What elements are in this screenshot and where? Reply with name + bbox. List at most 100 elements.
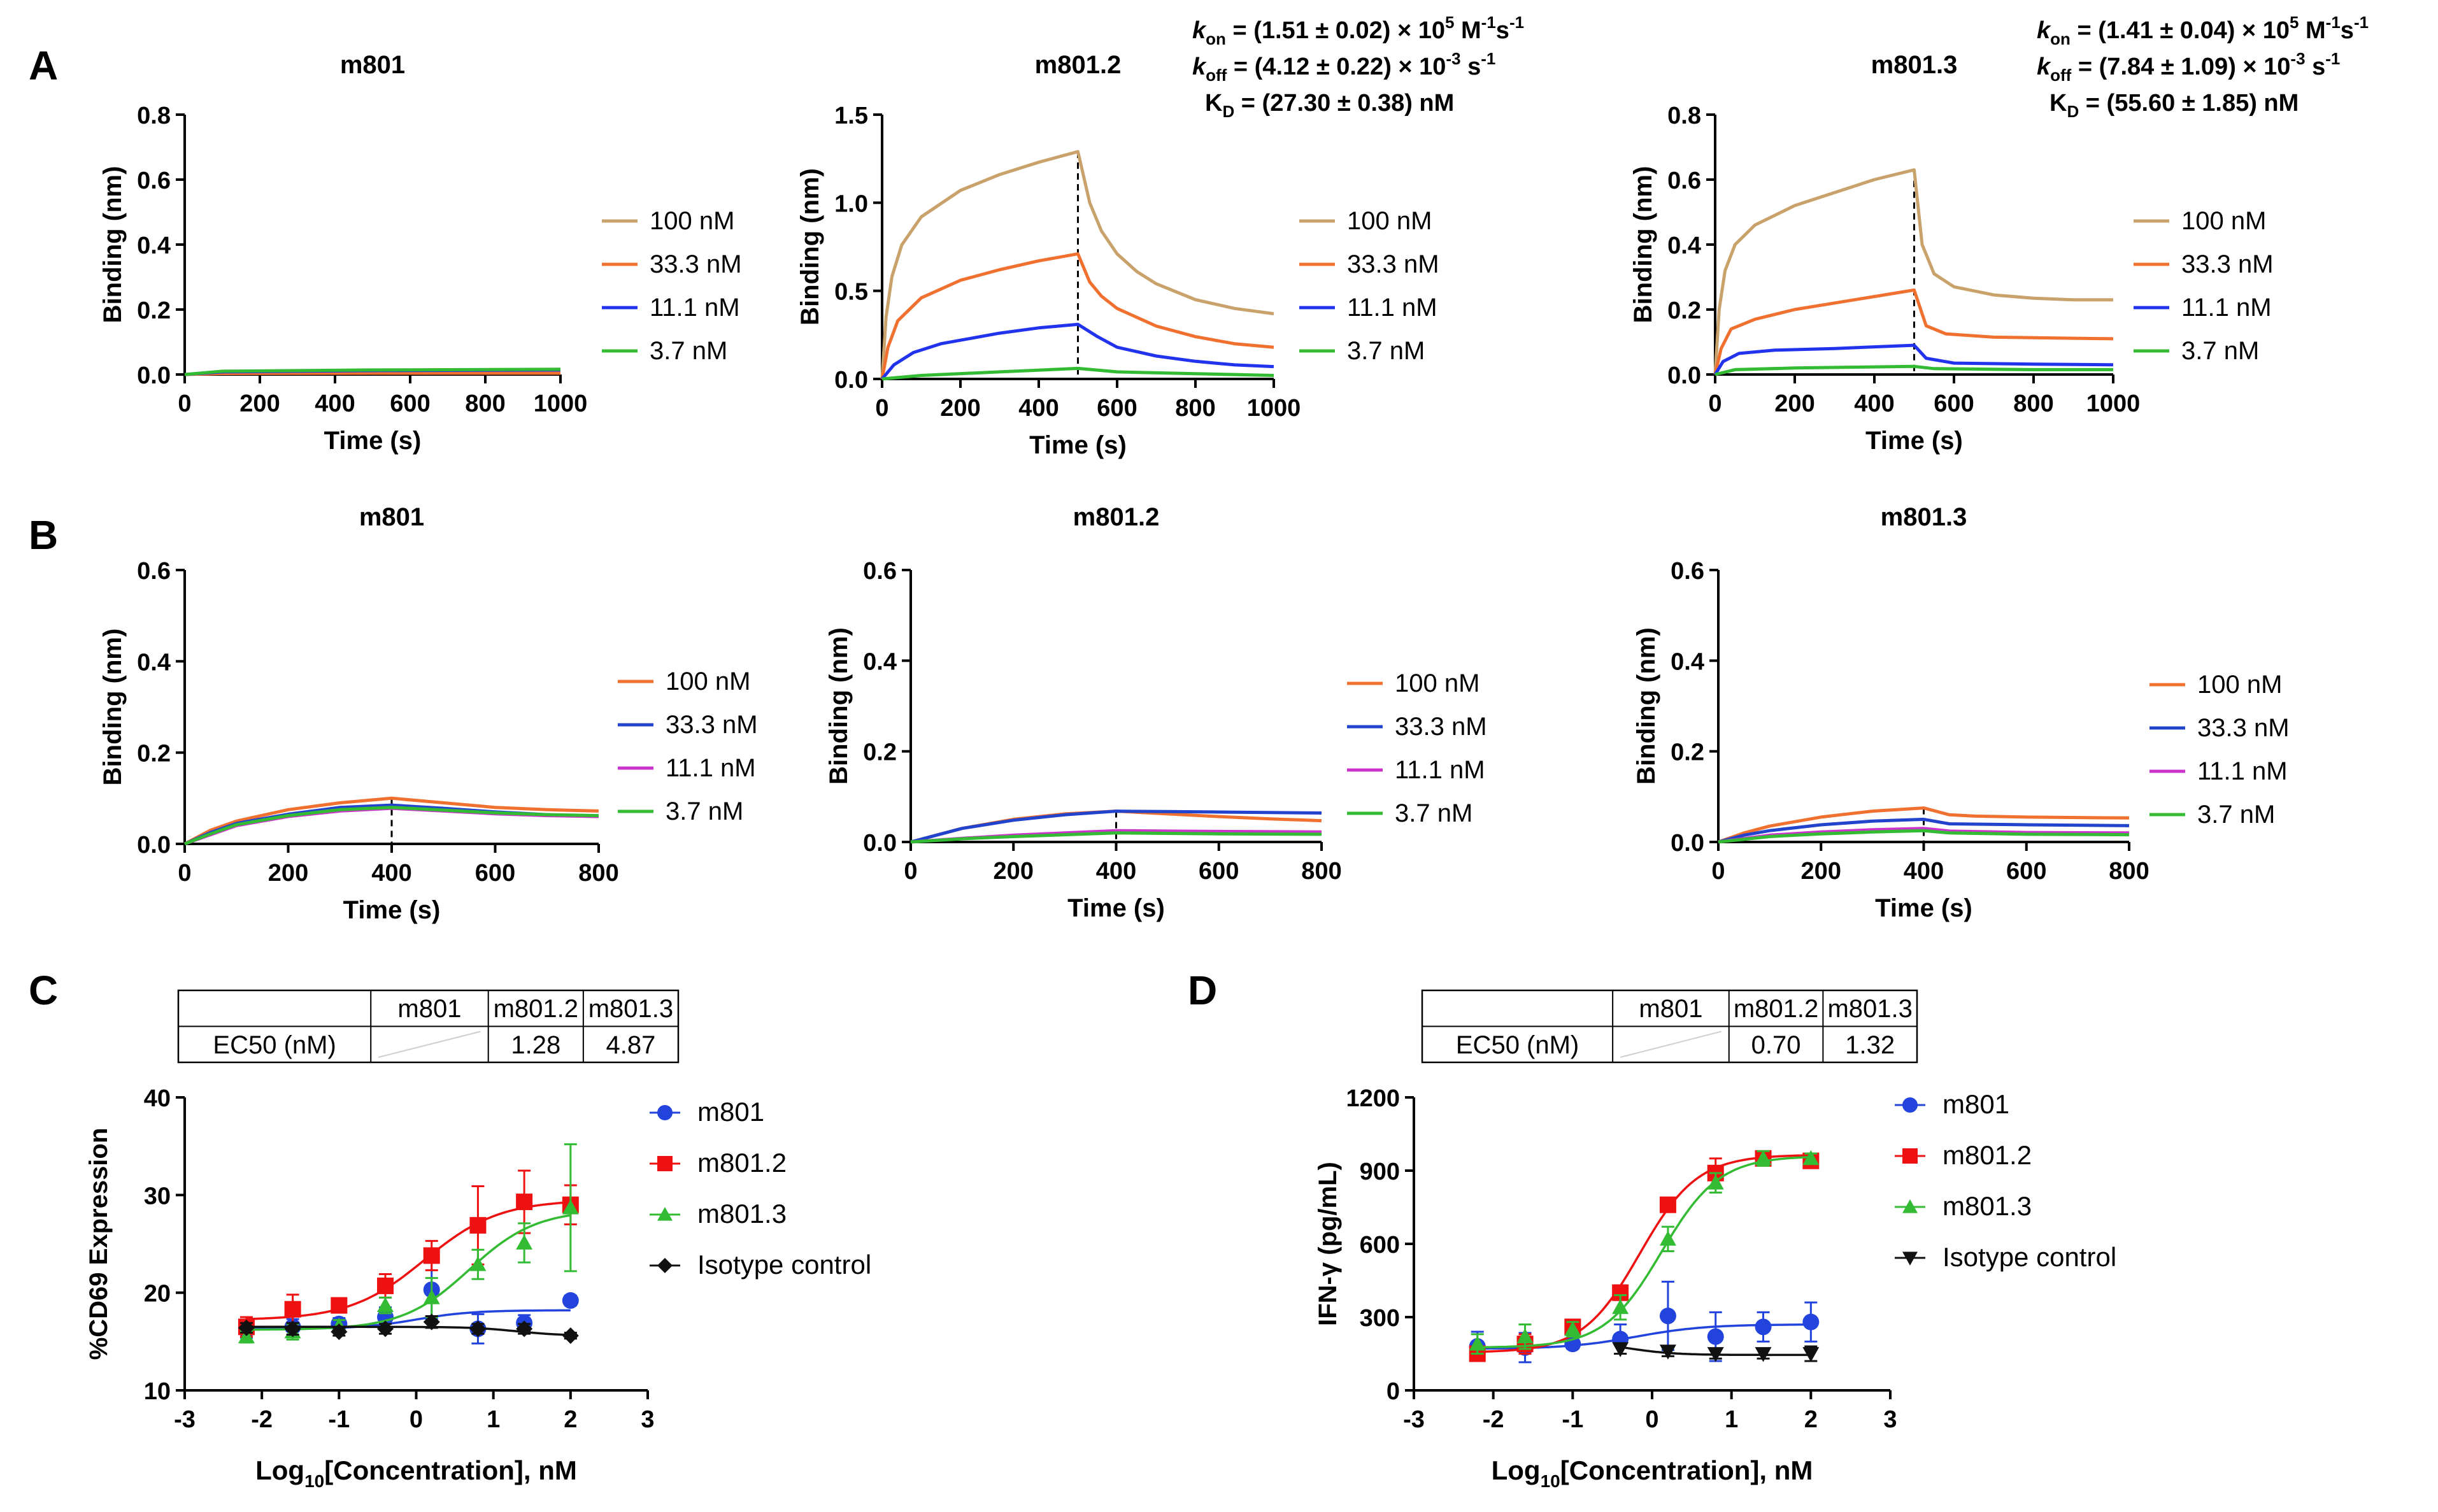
ec50-value: 0.70	[1751, 1031, 1801, 1059]
legend-label: 11.1 nM	[650, 294, 740, 322]
data-point	[1564, 1321, 1581, 1336]
x-tick-label: 800	[578, 860, 618, 887]
legend-label: 33.3 nM	[1347, 250, 1439, 278]
y-axis-label: Binding (nm)	[99, 166, 127, 324]
legend-label: 33.3 nM	[2197, 714, 2290, 742]
legend-label: 11.1 nM	[1347, 294, 1437, 322]
legend-marker	[657, 1207, 673, 1221]
k-value: = (1.51 ± 0.02) × 10	[1226, 17, 1445, 44]
data-point	[284, 1301, 301, 1318]
y-tick-label: 0.2	[863, 739, 897, 766]
y-tick-label: 0.4	[1671, 648, 1704, 675]
k-subscript: off	[1206, 66, 1227, 85]
x-tick-label: 400	[315, 390, 355, 417]
data-point	[1802, 1313, 1820, 1330]
legend-label: m801.2	[1943, 1140, 2032, 1170]
legend-marker	[657, 1258, 673, 1273]
k-subscript: on	[1206, 29, 1226, 48]
y-tick-label: 600	[1360, 1232, 1400, 1259]
legend-label: m801	[1943, 1089, 2009, 1119]
ec50-table-header: m801	[397, 995, 461, 1023]
x-tick-label: 600	[1199, 858, 1239, 885]
panel-letter-d: D	[1188, 967, 1217, 1013]
x-tick-label: 200	[994, 858, 1034, 885]
ec50-table-header: m801.3	[1827, 995, 1912, 1023]
legend-label: 3.7 nM	[650, 337, 727, 365]
data-point	[516, 1194, 533, 1211]
legend-label: Isotype control	[697, 1250, 871, 1280]
y-tick-label: 0.4	[137, 232, 171, 259]
y-axis-label: Binding (nm)	[99, 629, 127, 786]
data-point	[1707, 1174, 1724, 1190]
legend-label: 3.7 nM	[1395, 799, 1472, 827]
legend-label: 3.7 nM	[2181, 337, 2259, 365]
x-tick-label: 600	[1097, 395, 1137, 422]
k-unit-exp: -1	[2326, 13, 2341, 32]
x-tick-label: 200	[1801, 858, 1841, 885]
x-tick-label: 200	[268, 860, 308, 887]
data-point	[1612, 1299, 1629, 1315]
y-axis-label: Binding (nm)	[796, 168, 824, 325]
data-point	[1516, 1328, 1534, 1344]
x-axis-label: Time (s)	[1865, 427, 1963, 455]
x-axis-label: Log10[Concentration], nM	[255, 1455, 577, 1491]
x-tick-label: 800	[2109, 858, 2149, 885]
data-point	[1469, 1336, 1486, 1351]
ec50-table-header: m801.2	[1734, 995, 1818, 1023]
k-value: = (7.84 ± 1.09) × 10	[2071, 53, 2290, 80]
kinetic-annotation-koff: koff = (4.12 ± 0.22) × 10-3 s-1	[1192, 49, 1495, 85]
x-tick-label: 400	[1904, 858, 1944, 885]
data-point	[562, 1292, 579, 1309]
chart-title: m801.2	[1073, 503, 1160, 531]
series-line-33-3-nm	[1718, 817, 2130, 844]
y-tick-label: 0.4	[863, 648, 897, 675]
legend-marker	[1902, 1199, 1918, 1213]
x-tick-label: 200	[940, 395, 980, 422]
y-tick-label: 0.4	[137, 649, 171, 676]
series-line-33-3-nm	[910, 809, 1322, 844]
x-tick-label: -2	[251, 1406, 273, 1433]
chart-b1: m801 0.0 0.2 0.4 0.6 0 200 400 600 800 Binding (nm…	[99, 503, 758, 924]
series-line-100-nm	[183, 796, 599, 846]
x-tick-label: -1	[1562, 1406, 1583, 1433]
x-tick-label: 400	[1018, 395, 1059, 422]
legend-marker	[657, 1105, 673, 1120]
kd-symbol: K	[2049, 90, 2067, 117]
x-tick-label: 3	[1883, 1406, 1897, 1433]
series-line-100-nm	[1718, 806, 2130, 844]
x-tick-label: 800	[2013, 390, 2053, 417]
x-axis-label: Time (s)	[324, 427, 422, 455]
k-symbol: k	[1192, 17, 1207, 44]
x-axis-label: Time (s)	[1029, 431, 1127, 459]
data-point	[469, 1216, 487, 1234]
x-tick-label: 1000	[534, 390, 588, 417]
data-point	[331, 1323, 348, 1340]
x-tick-label: 3	[641, 1406, 654, 1433]
legend-label: 100 nM	[650, 207, 734, 235]
legend-label: Isotype control	[1943, 1242, 2116, 1272]
x-tick-label: -3	[1403, 1406, 1425, 1433]
series-line-100-nm	[880, 150, 1274, 380]
legend-label: 100 nM	[1395, 669, 1479, 697]
y-tick-label: 1.0	[834, 190, 868, 217]
legend-label: 100 nM	[2181, 207, 2266, 235]
data-point	[516, 1320, 533, 1337]
x-axis-label: Time (s)	[343, 896, 441, 924]
x-tick-label: -3	[174, 1406, 196, 1433]
x-tick-label: 0	[178, 390, 191, 417]
series-line-3-7-nm	[910, 831, 1322, 844]
series-line-3-7-nm	[881, 366, 1274, 381]
y-axis-label: %CD69 Expression	[85, 1128, 113, 1360]
x-tick-label: 600	[2006, 858, 2046, 885]
data-point	[423, 1289, 440, 1304]
x-tick-label: 1	[487, 1406, 500, 1433]
kinetic-annotation-kon: kon = (1.41 ± 0.04) × 105 M-1s-1	[2037, 13, 2369, 48]
data-point	[1612, 1342, 1629, 1357]
legend-label: 3.7 nM	[666, 797, 743, 825]
x-axis-label-part: [Concentration], nM	[324, 1455, 577, 1485]
y-tick-label: 0.6	[137, 558, 171, 585]
series-line-33-3-nm	[1713, 288, 2114, 375]
y-tick-label: 1200	[1346, 1085, 1400, 1112]
